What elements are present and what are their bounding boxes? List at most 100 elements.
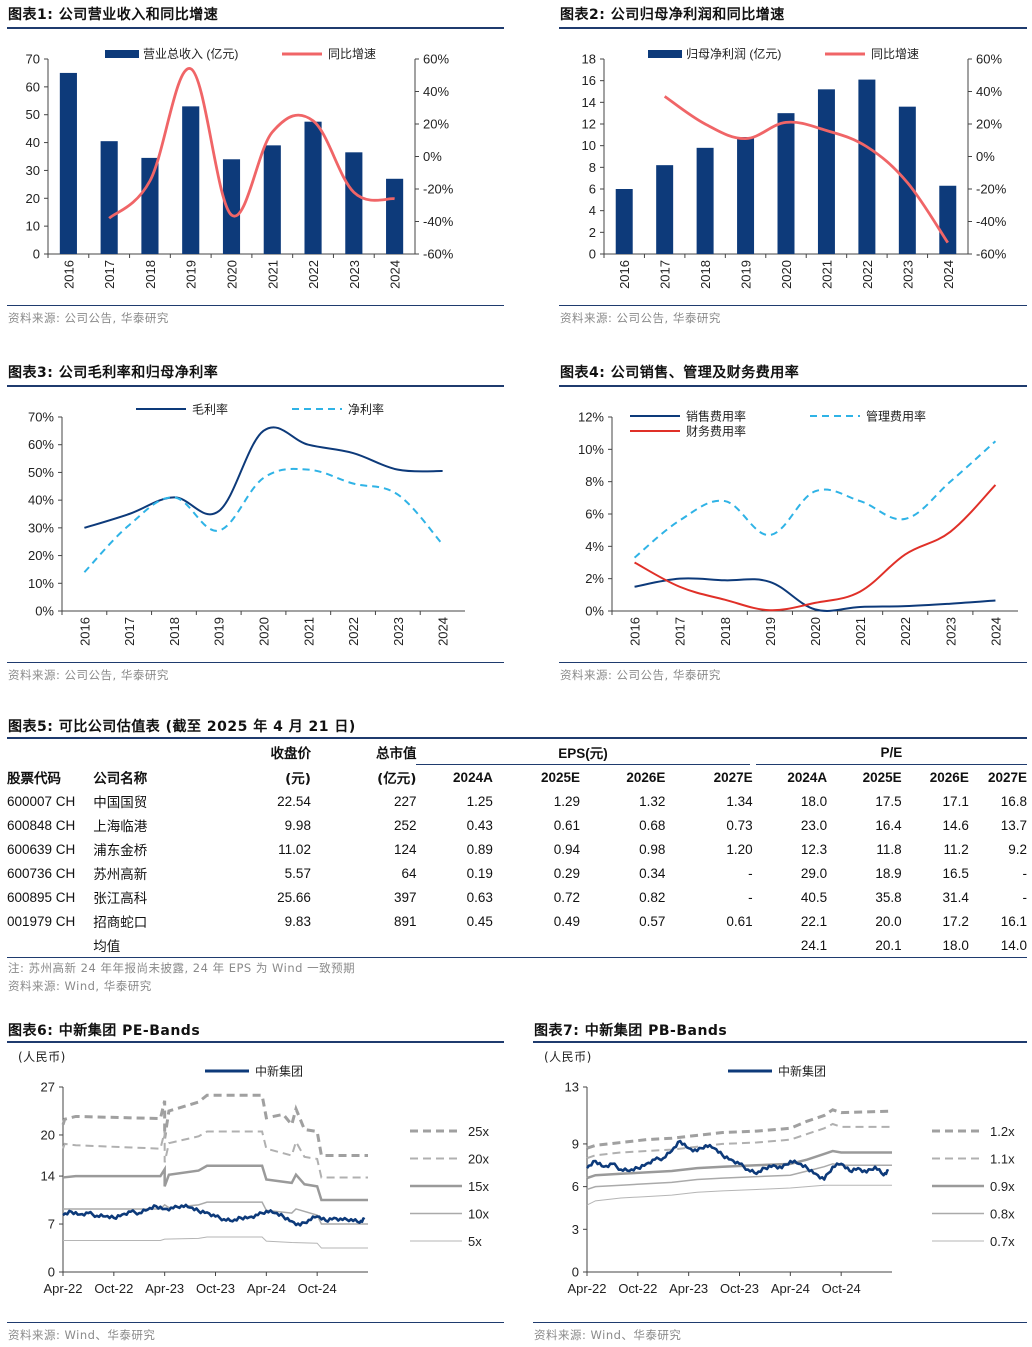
chart1-source: 资料来源: 公司公告, 华泰研究 <box>8 311 169 325</box>
x-tick-label: 2024 <box>988 617 1003 646</box>
x-tick-label: Apr-22 <box>567 1281 606 1296</box>
col-header: 2026E <box>626 769 666 785</box>
value-cell: 0.63 <box>466 889 493 905</box>
chart7-pb-bands: 0 3 6 9 13 Apr-22 Oct-22 Apr-23 Oct-23 Apr-24 Oct-… <box>565 1064 1016 1297</box>
x-tick-label: 2023 <box>943 617 958 646</box>
valuation-table: 收盘价 总市值 EPS(元) P/E 股票代码 公司名称 (元) (亿元) 20… <box>7 740 1027 958</box>
x-tick-label: Oct-23 <box>196 1281 235 1296</box>
y-tick-label-left: 12 <box>582 117 596 132</box>
value-cell: 0.98 <box>639 841 666 857</box>
y-tick-label: 7 <box>48 1217 55 1232</box>
value-cell: 0.49 <box>553 913 581 929</box>
y-tick-label-right: 60% <box>423 52 449 67</box>
table-average-row: 均值 24.1 20.1 18.0 14.0 <box>7 933 1027 958</box>
y-tick-label-right: -60% <box>423 247 454 262</box>
value-cell: - <box>748 865 753 881</box>
table-row: 600895 CH 张江高科 25.66 397 0.63 0.72 0.82 - 40.5 35… <box>7 885 1027 909</box>
header-pe: P/E <box>749 740 1027 765</box>
y-tick-label: 10% <box>28 576 54 591</box>
x-tick-label: 2022 <box>898 617 913 646</box>
col-header: 2027E <box>713 769 753 785</box>
value-cell: 227 <box>393 793 417 809</box>
y-tick-label-right: 40% <box>423 84 449 99</box>
value-cell: 397 <box>393 889 417 905</box>
x-tick-label: Apr-22 <box>43 1281 82 1296</box>
company-name-cell: 张江高科 <box>93 891 148 907</box>
x-tick-label: 2017 <box>122 617 137 646</box>
x-tick-label: 2021 <box>853 617 868 646</box>
x-tick-label: 2020 <box>808 617 823 646</box>
legend-label: 销售费用率 <box>686 409 746 424</box>
table-group-header-row: 收盘价 总市值 EPS(元) P/E <box>7 740 1027 765</box>
stock-code-cell: 600007 CH <box>7 793 76 809</box>
chart7-title: 图表7: 中新集团 PB-Bands <box>534 1023 728 1039</box>
value-cell: 0.57 <box>639 913 666 929</box>
y-tick-label-left: 16 <box>582 73 596 88</box>
x-tick-label: 2021 <box>301 617 316 646</box>
bar <box>182 106 200 254</box>
growth-line <box>108 67 395 220</box>
legend-label: 1.2x <box>990 1124 1015 1139</box>
chart3-top-rule <box>7 385 504 387</box>
x-tick-label: 2024 <box>436 617 451 646</box>
value-cell: 0.43 <box>466 817 493 833</box>
legend-label: 管理费用率 <box>866 409 926 424</box>
value-cell: 0.68 <box>639 817 666 833</box>
chart7-top-rule <box>533 1041 1027 1043</box>
value-cell: 22.1 <box>800 913 828 929</box>
legend-label: 0.8x <box>990 1207 1015 1222</box>
chart6-source: 资料来源: Wind、华泰研究 <box>8 1328 156 1342</box>
chart7-bottom-rule <box>533 1322 1027 1323</box>
y-tick-label: 2% <box>585 571 604 586</box>
x-tick-label: 2019 <box>763 617 778 646</box>
col-header: 2024A <box>787 769 828 785</box>
value-cell: 0.19 <box>466 865 493 881</box>
y-tick-label: 0% <box>35 604 54 619</box>
value-cell: 0.73 <box>726 817 753 833</box>
bar <box>737 137 755 254</box>
legend-label: 中新集团 <box>255 1064 303 1079</box>
bar <box>141 157 159 254</box>
company-name-cell: 浦东金桥 <box>93 843 148 859</box>
header-eps: EPS(元) <box>416 740 753 765</box>
y-tick-label-left: 0 <box>33 247 40 262</box>
col-header: 2025E <box>541 769 581 785</box>
y-tick-label-right: 0% <box>976 149 995 164</box>
table-row: 600639 CH 浦东金桥 11.02 124 0.89 0.94 0.98 1.20 12.… <box>7 837 1027 861</box>
value-cell: 31.4 <box>942 889 969 905</box>
band-line <box>586 1149 892 1180</box>
growth-line <box>663 95 949 244</box>
band-line <box>586 1184 892 1206</box>
y-tick-label: 0 <box>48 1265 55 1280</box>
legend-label: 同比增速 <box>871 47 919 61</box>
x-tick-label: 2020 <box>257 617 272 646</box>
company-name-cell: 上海临港 <box>93 819 148 835</box>
x-tick-label: 2018 <box>698 260 713 289</box>
chart2-top-rule <box>559 27 1027 29</box>
y-tick-label-left: 8 <box>589 160 596 175</box>
band-line <box>63 1201 368 1225</box>
y-tick-label-left: 14 <box>582 95 596 110</box>
x-tick-label: 2023 <box>900 260 915 289</box>
legend-label: 1.1x <box>990 1152 1015 1167</box>
x-tick-label: 2023 <box>347 260 362 289</box>
x-tick-label: 2023 <box>391 617 406 646</box>
value-cell: 9.83 <box>284 913 311 929</box>
chart2-bottom-rule <box>559 305 1027 306</box>
value-cell: 35.8 <box>875 889 902 905</box>
bar <box>615 189 633 254</box>
legend-label: 中新集团 <box>778 1064 826 1079</box>
bar <box>59 72 77 254</box>
x-tick-label: 2022 <box>860 260 875 289</box>
value-cell: 11.02 <box>278 841 311 857</box>
col-header: 股票代码 <box>7 770 61 787</box>
legend-label: 同比增速 <box>328 47 376 61</box>
value-cell: 1.34 <box>726 793 753 809</box>
chart3-margins: 0% 10% 20% 30% 40% 50% 60% 70% 2016 2017 2018 2019 2… <box>28 402 465 646</box>
y-tick-label: 4% <box>585 539 604 554</box>
company-name-cell: 中国国贸 <box>93 795 148 811</box>
value-cell: 20.0 <box>875 913 902 929</box>
table-row: 600007 CH 中国国贸 22.54 227 1.25 1.29 1.32 1.34 18.… <box>7 789 1027 813</box>
y-tick-label: 6 <box>572 1179 579 1194</box>
y-tick-label-right: -40% <box>976 214 1007 229</box>
